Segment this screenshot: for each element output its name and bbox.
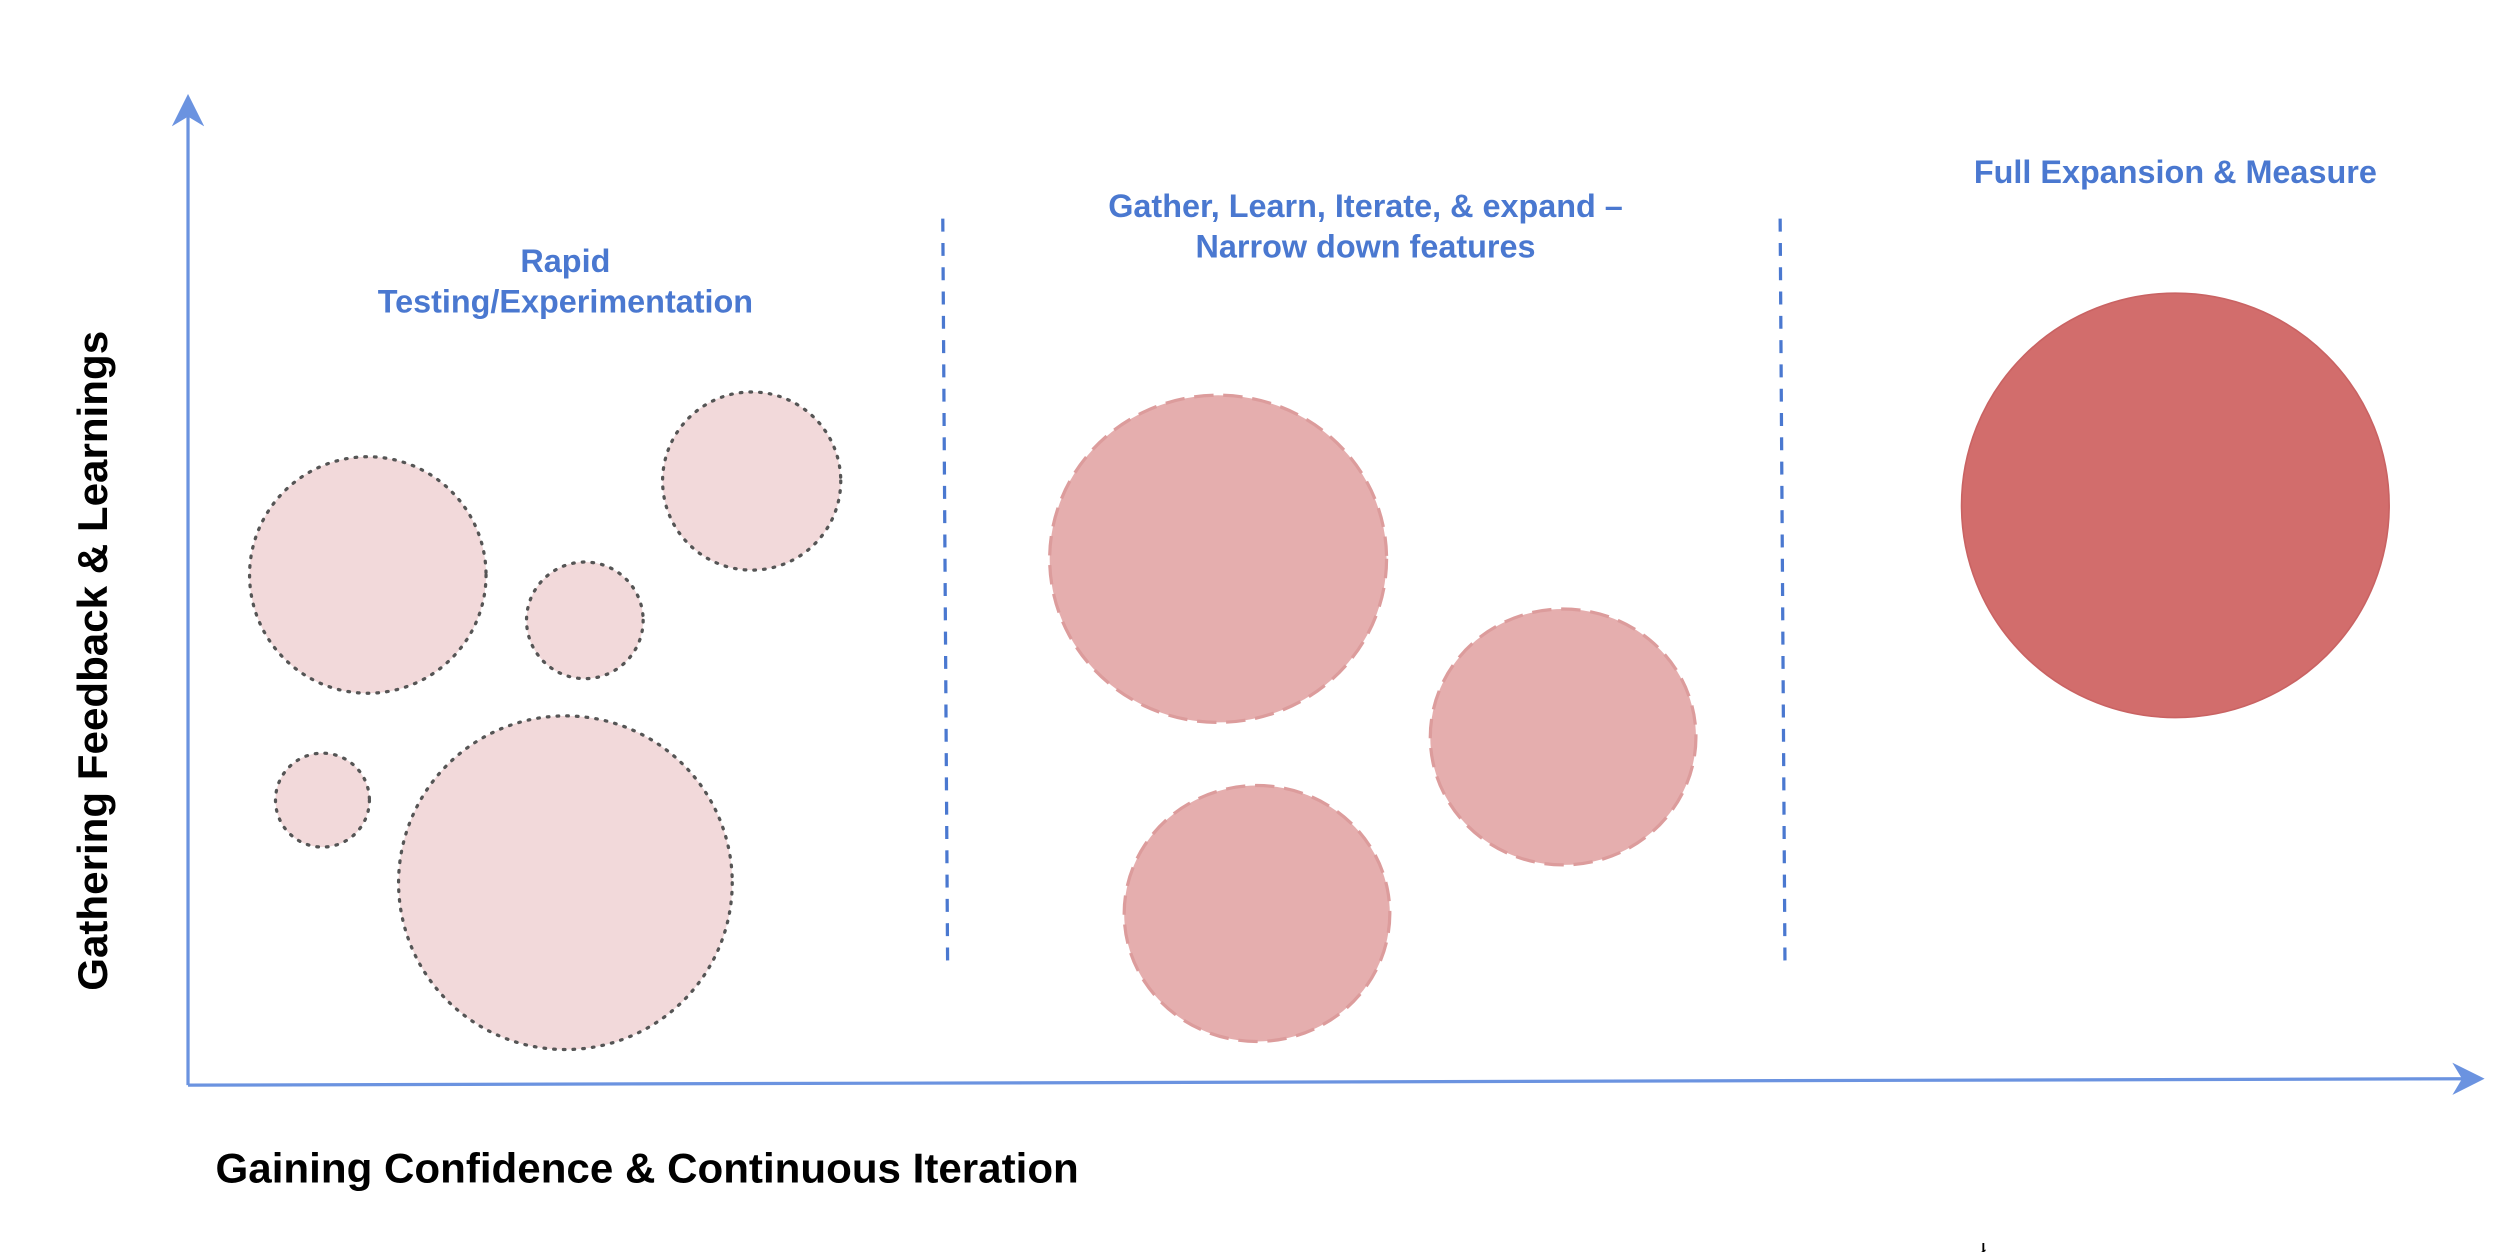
- bubble: [524, 560, 645, 681]
- expansion-bubble: [1960, 292, 2390, 719]
- iterate-bubbles: [1048, 393, 1698, 1044]
- section-title: Rapid: [520, 243, 610, 279]
- section-title: Testing/Experimentation: [378, 284, 753, 320]
- y-axis-label: Gathering Feedback & Learnings: [69, 331, 116, 991]
- x-axis-label: Gaining Confidence & Continuous Iteratio…: [216, 1144, 1079, 1191]
- experiment-bubbles: [247, 390, 843, 1052]
- section-title: Narrow down features: [1196, 229, 1536, 265]
- section-title: Gather, Learn, Iterate, & expand –: [1108, 188, 1623, 224]
- divider: [941, 218, 950, 969]
- footnote: ł.: [1981, 1240, 1992, 1252]
- bubble: [1048, 393, 1389, 724]
- bubble: [247, 455, 488, 695]
- bubble: [273, 751, 372, 849]
- bubble: [660, 390, 843, 572]
- bubble: [1122, 783, 1392, 1044]
- bubble: [1428, 607, 1698, 867]
- section-title: Full Expansion & Measure: [1974, 154, 2377, 190]
- x-axis: [188, 1062, 2485, 1095]
- bubble: [396, 714, 734, 1052]
- divider: [1778, 218, 1787, 969]
